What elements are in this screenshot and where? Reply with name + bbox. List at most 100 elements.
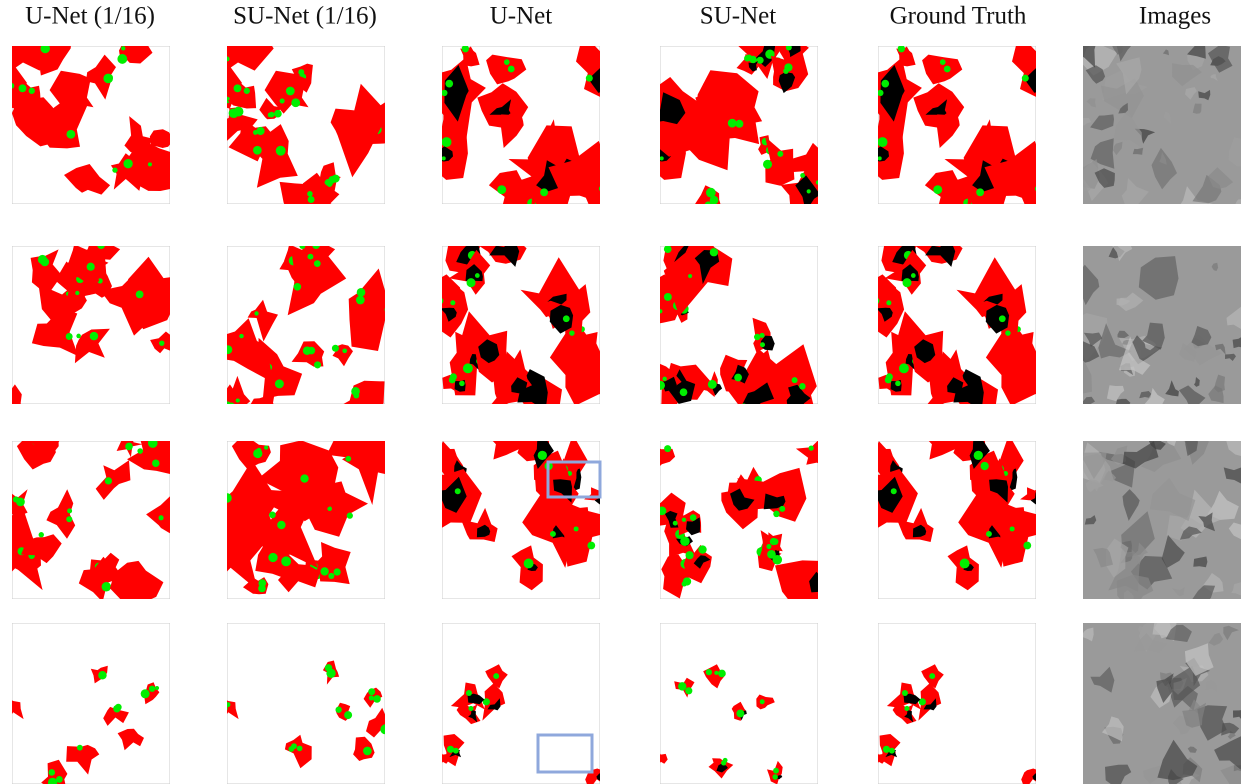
- green-dot: [113, 705, 121, 713]
- green-dot: [944, 66, 951, 73]
- green-dot: [269, 512, 276, 519]
- green-dot: [784, 63, 792, 71]
- green-dot: [933, 185, 942, 194]
- green-dot: [308, 196, 315, 203]
- green-dot: [999, 315, 1006, 322]
- green-dot: [332, 345, 339, 352]
- green-dot: [1005, 330, 1010, 335]
- green-dot: [723, 758, 728, 763]
- green-dot: [381, 724, 389, 732]
- panel: [856, 34, 1066, 235]
- green-dot: [877, 90, 883, 96]
- green-dot: [883, 746, 890, 753]
- green-dot: [353, 409, 360, 416]
- green-dot: [373, 695, 381, 703]
- green-dot: [960, 559, 970, 569]
- headers: U-Net (1/16) SU-Net (1/16) U-Net SU-Net …: [25, 3, 1211, 30]
- green-dot: [328, 573, 334, 579]
- green-dot: [682, 581, 687, 586]
- green-dot: [792, 377, 798, 383]
- green-dot: [680, 388, 688, 396]
- green-dot: [171, 292, 177, 298]
- green-dot: [254, 311, 258, 315]
- green-dot: [356, 296, 365, 305]
- panel: [634, 28, 838, 225]
- green-dot: [706, 669, 712, 675]
- green-dot: [500, 436, 505, 441]
- green-dot: [878, 137, 888, 147]
- green-dot: [112, 167, 117, 172]
- green-dot: [718, 670, 726, 678]
- green-dot: [294, 283, 302, 291]
- green-dot: [986, 531, 992, 537]
- green-dot: [705, 201, 712, 208]
- green-dot: [281, 556, 291, 566]
- green-dot: [326, 669, 335, 678]
- green-dot: [76, 334, 81, 339]
- green-dot: [651, 448, 656, 453]
- green-dot: [651, 100, 660, 109]
- green-dot: [234, 107, 244, 117]
- green-dot: [210, 546, 220, 556]
- green-dot: [899, 363, 909, 373]
- green-dot: [258, 579, 266, 587]
- green-dot: [685, 687, 692, 694]
- green-dot: [760, 699, 765, 704]
- green-dot: [698, 545, 706, 553]
- green-dot: [208, 563, 212, 567]
- green-dot: [734, 374, 742, 382]
- green-dot: [816, 180, 820, 184]
- green-dot: [98, 671, 107, 680]
- green-dot: [714, 671, 718, 675]
- green-dot: [345, 456, 351, 462]
- green-dot: [422, 499, 430, 507]
- green-dot: [1044, 377, 1053, 386]
- green-dot: [0, 546, 5, 556]
- green-dot: [976, 188, 984, 196]
- green-dot: [660, 156, 664, 160]
- column-header: SU-Net: [700, 3, 776, 30]
- green-dot: [280, 98, 285, 103]
- green-dot: [67, 508, 72, 513]
- green-dot: [431, 141, 437, 147]
- green-dot: [298, 69, 304, 75]
- green-dot: [468, 706, 473, 711]
- green-dot: [286, 87, 295, 96]
- green-dot: [466, 690, 472, 696]
- green-dot: [678, 682, 686, 690]
- green-dot: [504, 59, 510, 65]
- green-dot: [760, 342, 765, 347]
- green-dot: [353, 393, 359, 399]
- green-dot: [159, 515, 164, 520]
- green-dot: [107, 74, 113, 80]
- green-dot: [751, 408, 761, 418]
- page: U-Net (1/16) SU-Net (1/16) U-Net SU-Net …: [0, 0, 1248, 784]
- green-dot: [800, 173, 805, 178]
- green-dot: [66, 130, 75, 139]
- green-dot: [38, 255, 47, 264]
- green-dot: [314, 260, 321, 267]
- green-dot: [268, 112, 273, 117]
- green-dot: [773, 555, 783, 565]
- green-dot: [736, 709, 744, 717]
- green-dot: [467, 278, 476, 287]
- green-dot: [574, 526, 579, 531]
- green-dot: [891, 488, 897, 494]
- green-dot: [656, 381, 665, 390]
- green-dot: [368, 688, 375, 695]
- green-dot: [299, 243, 305, 249]
- panel: [185, 406, 402, 599]
- green-dot: [48, 769, 55, 776]
- green-dot: [66, 516, 72, 522]
- green-dot: [357, 288, 366, 297]
- green-dot: [865, 452, 875, 462]
- green-dot: [664, 293, 672, 301]
- panel: [197, 19, 397, 221]
- green-dot: [1022, 75, 1029, 82]
- green-dot: [312, 241, 320, 249]
- green-dot: [904, 706, 909, 711]
- panels: [0, 19, 1248, 784]
- green-dot: [300, 474, 308, 482]
- green-dot: [550, 531, 556, 537]
- panel: [421, 201, 619, 422]
